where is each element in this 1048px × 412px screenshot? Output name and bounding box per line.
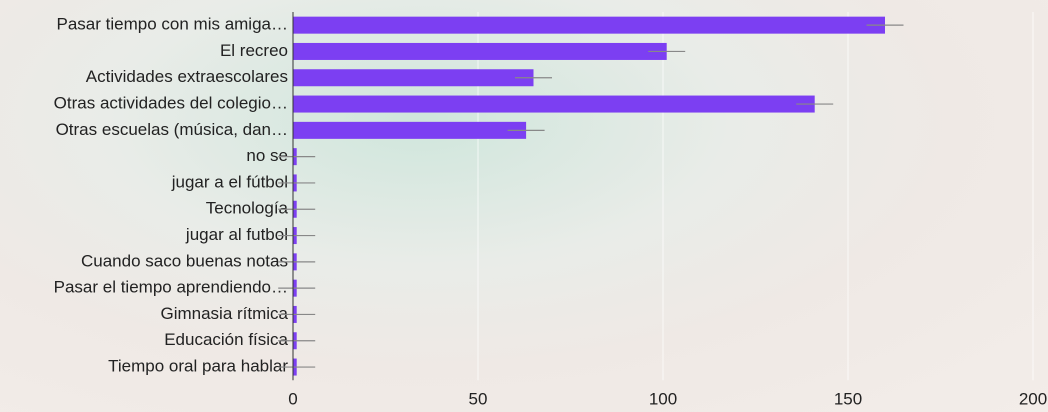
y-tick-label: Pasar el tiempo aprendiendo… (54, 278, 288, 297)
bar (293, 95, 815, 113)
y-tick-label: Otras escuelas (música, dan… (56, 120, 288, 139)
y-tick-label: jugar a el fútbol (171, 172, 288, 191)
bar (293, 121, 527, 139)
y-tick-label: Cuando saco buenas notas (81, 251, 288, 270)
y-tick-label: Gimnasia rítmica (160, 304, 288, 323)
x-tick-label: 0 (288, 389, 297, 408)
bar (293, 69, 534, 87)
x-tick-label: 100 (649, 389, 677, 408)
x-tick-label: 150 (834, 389, 862, 408)
bar (293, 42, 667, 60)
x-tick-label: 50 (469, 389, 488, 408)
y-tick-label: jugar al futbol (185, 225, 288, 244)
y-tick-label: Pasar tiempo con mis amiga… (57, 15, 288, 34)
bar (293, 16, 885, 34)
y-tick-label: Otras actividades del colegio… (54, 94, 288, 113)
y-tick-label: Tiempo oral para hablar (108, 357, 288, 376)
y-tick-label: Tecnología (206, 199, 289, 218)
y-tick-label: no se (246, 146, 288, 165)
y-tick-label: Educación física (164, 330, 288, 349)
x-tick-label: 200 (1019, 389, 1047, 408)
y-tick-label: El recreo (220, 41, 288, 60)
y-tick-label: Actividades extraescolares (86, 67, 288, 86)
